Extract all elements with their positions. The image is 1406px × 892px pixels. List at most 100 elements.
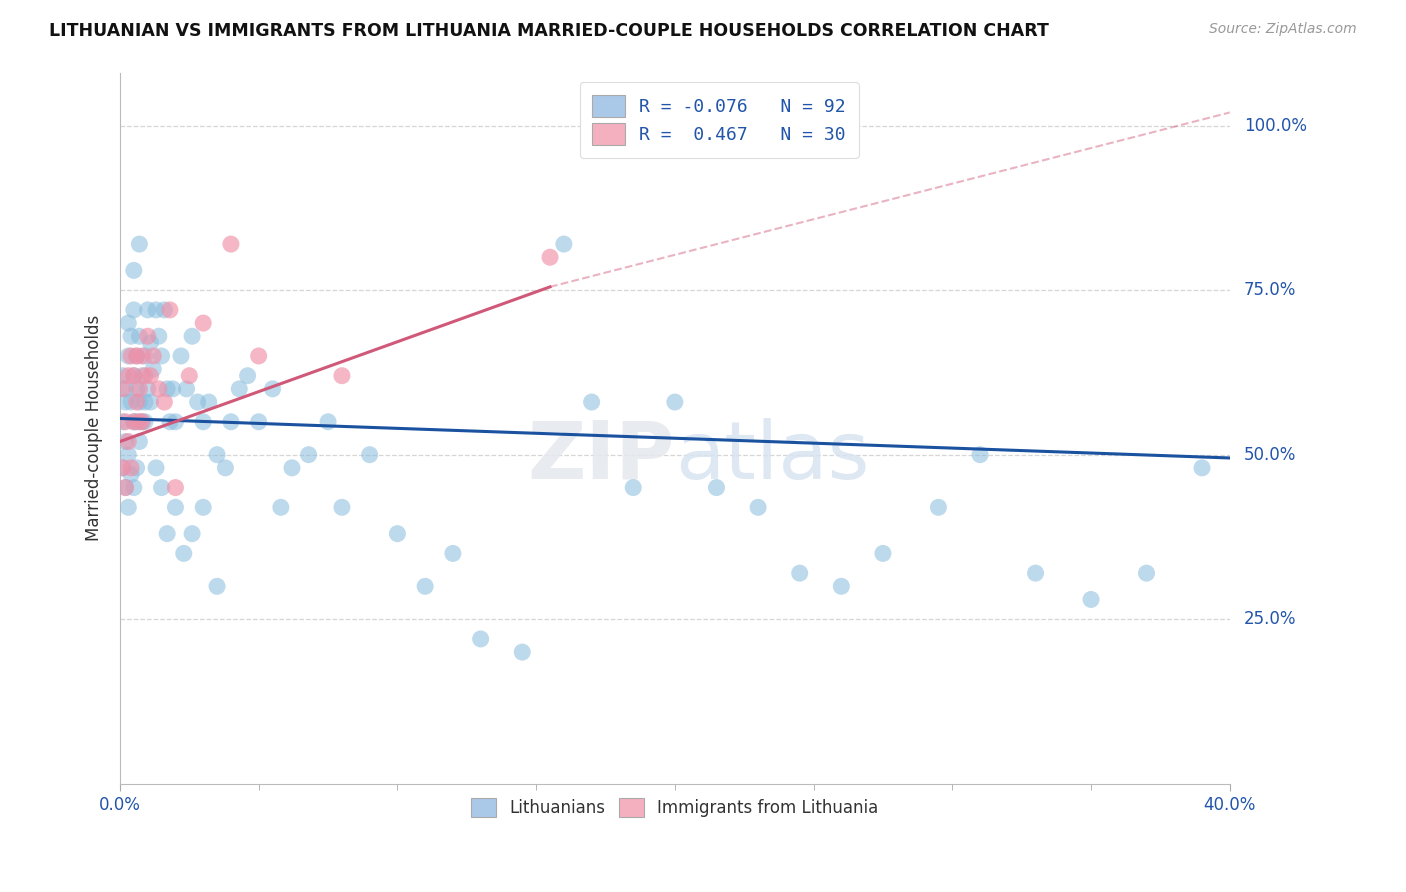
Point (111, 460, 134, 475)
Point (150, 349, 173, 363)
Point (131, 415, 153, 429)
Point (193, 316, 215, 330)
Point (538, 250, 561, 264)
Point (125, 460, 148, 475)
Text: Source: ZipAtlas.com: Source: ZipAtlas.com (1209, 22, 1357, 37)
Point (120, 467, 142, 482)
Point (122, 415, 145, 429)
Point (122, 368, 145, 383)
Point (122, 302, 145, 317)
Point (789, 566, 811, 581)
Point (359, 448, 381, 462)
Point (219, 415, 242, 429)
Point (219, 237, 242, 252)
Point (387, 526, 409, 541)
Point (134, 368, 156, 383)
Point (664, 395, 686, 409)
Point (131, 368, 153, 383)
Point (170, 349, 193, 363)
Point (120, 395, 142, 409)
Text: LITHUANIAN VS IMMIGRANTS FROM LITHUANIA MARRIED-COUPLE HOUSEHOLDS CORRELATION CH: LITHUANIAN VS IMMIGRANTS FROM LITHUANIA … (49, 22, 1049, 40)
Point (136, 329, 159, 343)
Point (193, 500, 215, 515)
Point (153, 302, 176, 317)
Point (197, 395, 219, 409)
Point (117, 434, 139, 449)
Point (581, 395, 603, 409)
Point (134, 395, 156, 409)
Point (927, 500, 949, 515)
Point (441, 546, 464, 560)
Point (114, 395, 136, 409)
Point (316, 415, 339, 429)
Point (706, 481, 728, 495)
Point (136, 382, 159, 396)
Point (111, 368, 134, 383)
Point (181, 526, 204, 541)
Point (134, 349, 156, 363)
Legend: Lithuanians, Immigrants from Lithuania: Lithuanians, Immigrants from Lithuania (463, 789, 887, 825)
Point (120, 349, 142, 363)
Point (156, 526, 179, 541)
Point (114, 481, 136, 495)
Point (214, 460, 236, 475)
Point (181, 329, 204, 343)
Point (205, 579, 228, 593)
Point (179, 368, 201, 383)
Point (236, 368, 259, 383)
Point (122, 415, 145, 429)
Point (139, 335, 162, 350)
Point (139, 368, 162, 383)
Text: ZIP: ZIP (527, 417, 675, 496)
Point (128, 237, 150, 252)
Point (125, 382, 148, 396)
Point (114, 415, 136, 429)
Point (205, 448, 228, 462)
Point (193, 415, 215, 429)
Text: 25.0%: 25.0% (1244, 610, 1296, 628)
Point (510, 645, 533, 659)
Point (281, 460, 304, 475)
Text: atlas: atlas (675, 417, 869, 496)
Point (148, 329, 170, 343)
Point (117, 316, 139, 330)
Point (117, 500, 139, 515)
Point (330, 500, 353, 515)
Point (128, 434, 150, 449)
Point (136, 302, 159, 317)
Point (111, 415, 134, 429)
Point (142, 362, 165, 376)
Point (128, 329, 150, 343)
Point (1135, 566, 1157, 581)
Point (125, 349, 148, 363)
Point (122, 263, 145, 277)
Point (117, 448, 139, 462)
Point (830, 579, 852, 593)
Point (145, 302, 167, 317)
Point (247, 349, 270, 363)
Point (1191, 460, 1213, 475)
Point (1080, 592, 1102, 607)
Point (872, 546, 894, 560)
Point (330, 368, 353, 383)
Point (1025, 566, 1047, 581)
Point (125, 415, 148, 429)
Point (111, 382, 134, 396)
Point (159, 415, 181, 429)
Y-axis label: Married-couple Households: Married-couple Households (86, 315, 103, 541)
Point (117, 349, 139, 363)
Point (145, 460, 167, 475)
Point (173, 546, 195, 560)
Point (139, 395, 162, 409)
Point (120, 460, 142, 475)
Point (125, 349, 148, 363)
Point (128, 415, 150, 429)
Point (176, 382, 198, 396)
Point (114, 481, 136, 495)
Point (114, 382, 136, 396)
Point (262, 382, 284, 396)
Point (165, 415, 187, 429)
Text: 50.0%: 50.0% (1244, 446, 1296, 464)
Point (122, 481, 145, 495)
Point (120, 329, 142, 343)
